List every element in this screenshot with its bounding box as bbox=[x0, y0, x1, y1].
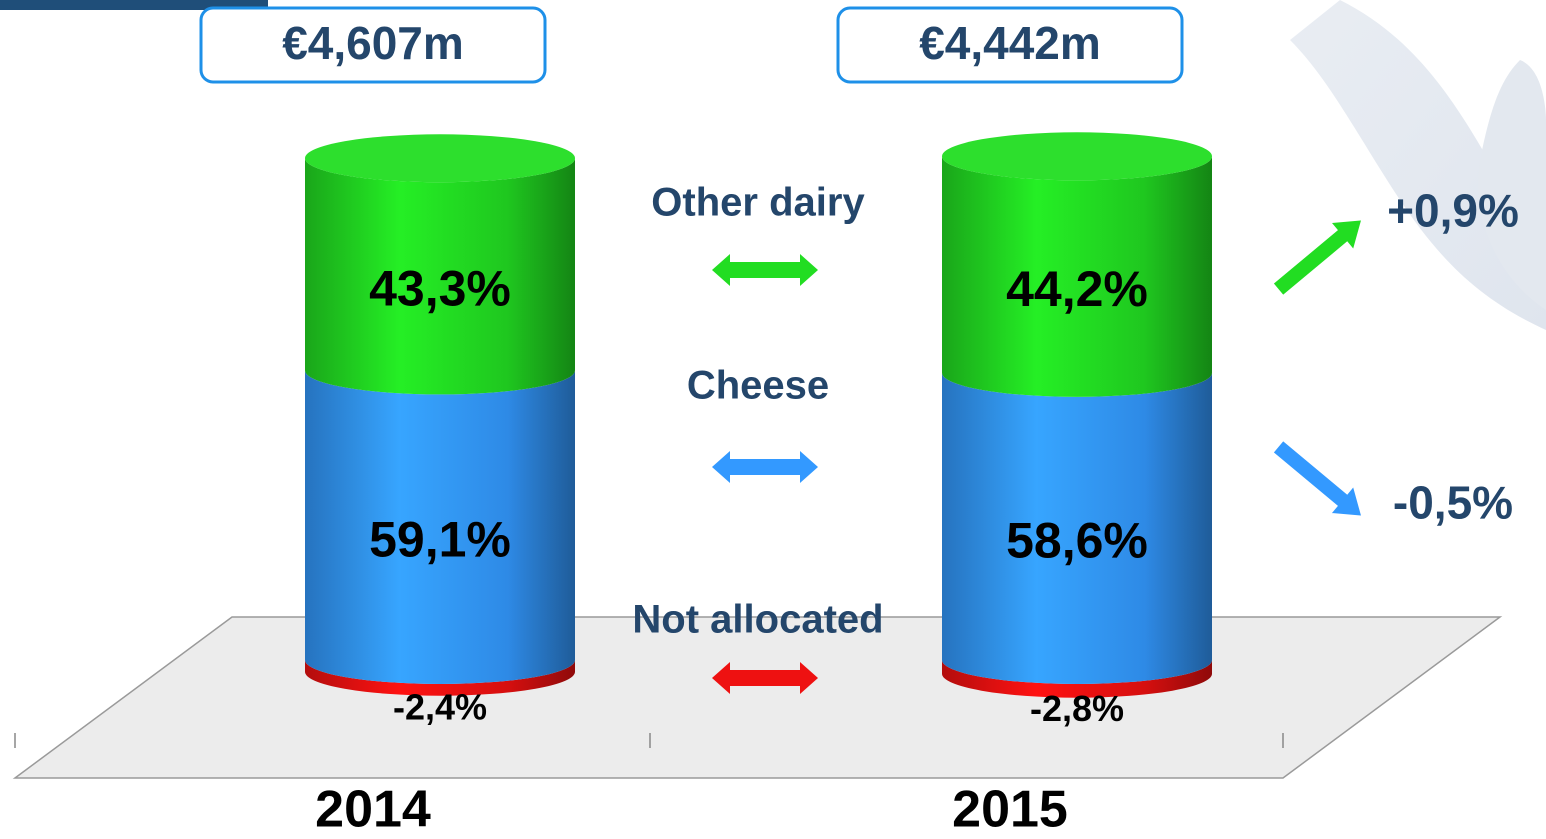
bar-segment bbox=[942, 372, 1212, 684]
background-decoration bbox=[1290, 0, 1546, 330]
value-label: -2,4% bbox=[393, 686, 487, 727]
total-box bbox=[836, 6, 1184, 84]
change-label: -0,5% bbox=[1393, 477, 1513, 529]
bar-segment bbox=[305, 370, 575, 684]
value-label: -2,8% bbox=[1030, 688, 1124, 729]
bar-top bbox=[305, 134, 575, 183]
legend-label: Not allocated bbox=[632, 598, 883, 642]
change-label: +0,9% bbox=[1387, 185, 1519, 237]
total-label: €4,607m bbox=[282, 17, 464, 69]
value-label: 58,6% bbox=[1006, 513, 1148, 569]
change-arrow bbox=[1271, 439, 1364, 518]
total-box bbox=[199, 6, 547, 84]
value-label: 43,3% bbox=[369, 261, 511, 317]
bar-segment bbox=[305, 660, 575, 696]
bar-segment bbox=[305, 158, 575, 395]
bar-segment bbox=[942, 660, 1212, 698]
legend-arrow bbox=[712, 451, 818, 483]
legend-label: Cheese bbox=[687, 364, 829, 408]
legend-label: Other dairy bbox=[651, 181, 865, 225]
bar-segment bbox=[942, 156, 1212, 397]
value-label: 59,1% bbox=[369, 511, 511, 567]
bar-top bbox=[942, 132, 1212, 181]
header-bar bbox=[0, 0, 268, 10]
x-tick-label: 2014 bbox=[315, 781, 431, 839]
x-tick-label: 2015 bbox=[952, 781, 1068, 839]
background-decoration bbox=[1478, 60, 1546, 310]
legend-arrow bbox=[712, 254, 818, 286]
value-label: 44,2% bbox=[1006, 261, 1148, 317]
legend-arrow bbox=[712, 662, 818, 694]
change-arrow bbox=[1271, 218, 1364, 297]
total-label: €4,442m bbox=[919, 17, 1101, 69]
